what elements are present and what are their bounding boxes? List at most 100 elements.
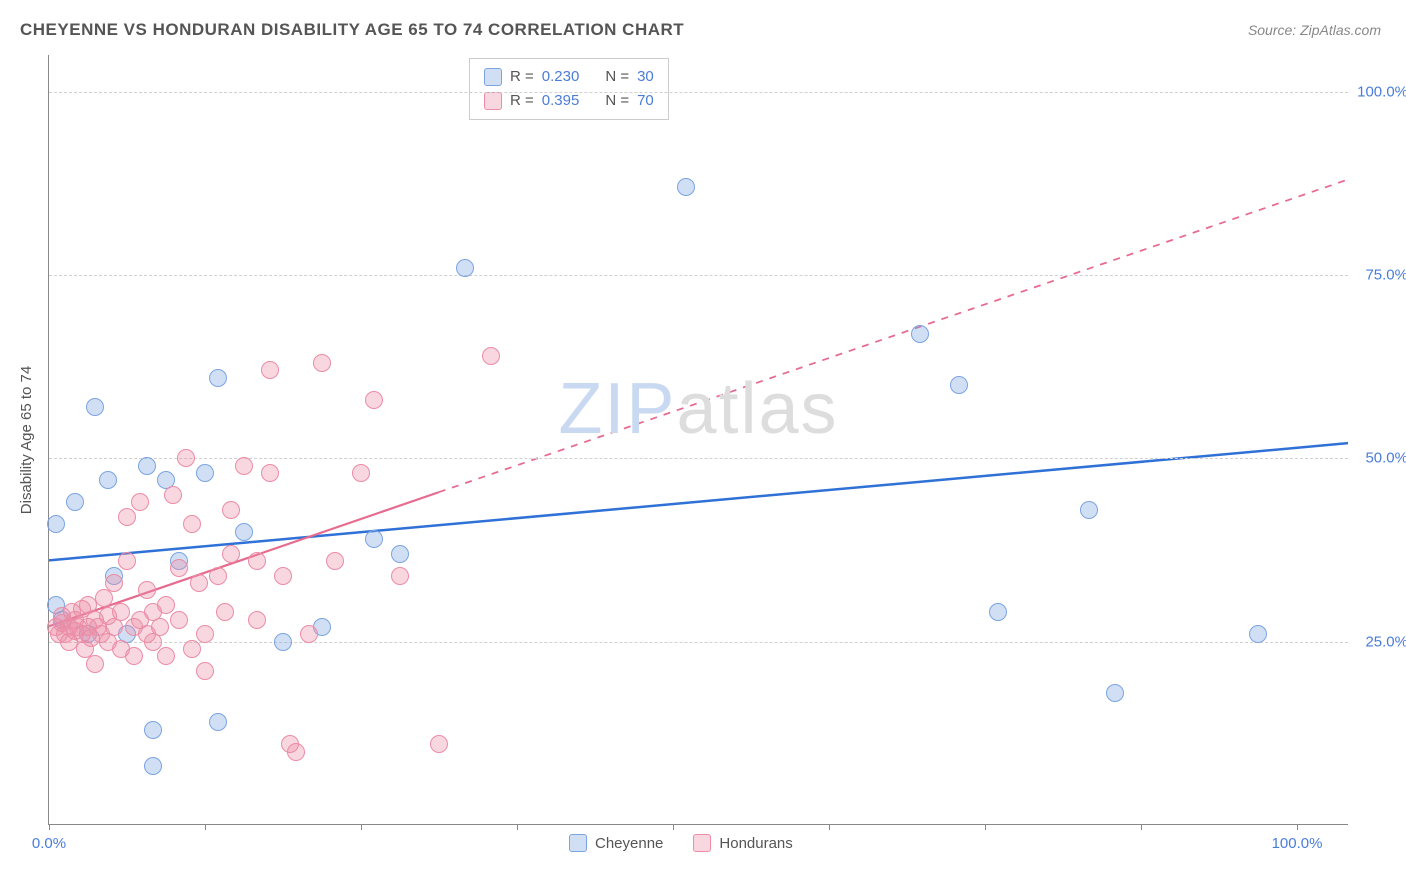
scatter-point <box>183 515 201 533</box>
source-attribution: Source: ZipAtlas.com <box>1248 22 1381 38</box>
scatter-point <box>66 493 84 511</box>
x-tick-mark <box>361 824 362 830</box>
scatter-point <box>125 647 143 665</box>
x-tick-label: 100.0% <box>1272 835 1323 852</box>
legend-item-series1: Cheyenne <box>569 834 663 852</box>
scatter-point <box>235 457 253 475</box>
scatter-point <box>222 501 240 519</box>
scatter-point <box>99 471 117 489</box>
r-label: R = <box>510 65 534 89</box>
swatch-series2 <box>484 92 502 110</box>
scatter-point <box>105 574 123 592</box>
x-tick-label: 0.0% <box>32 835 66 852</box>
y-tick-label: 25.0% <box>1365 633 1406 650</box>
scatter-point <box>138 457 156 475</box>
scatter-point <box>196 662 214 680</box>
x-tick-mark <box>829 824 830 830</box>
scatter-point <box>287 743 305 761</box>
y-axis-label: Disability Age 65 to 74 <box>18 366 35 514</box>
n-value-series1: 30 <box>637 65 654 89</box>
x-tick-mark <box>673 824 674 830</box>
swatch-series1 <box>484 68 502 86</box>
scatter-point <box>365 530 383 548</box>
scatter-point <box>300 625 318 643</box>
watermark-part2: atlas <box>676 369 838 449</box>
scatter-point <box>352 464 370 482</box>
y-tick-label: 100.0% <box>1357 83 1406 100</box>
scatter-point <box>131 493 149 511</box>
gridline <box>49 275 1348 276</box>
scatter-point <box>144 721 162 739</box>
chart-title: CHEYENNE VS HONDURAN DISABILITY AGE 65 T… <box>20 20 684 40</box>
scatter-point <box>235 523 253 541</box>
scatter-point <box>391 567 409 585</box>
scatter-point <box>118 552 136 570</box>
scatter-point <box>391 545 409 563</box>
scatter-point <box>482 347 500 365</box>
x-tick-mark <box>517 824 518 830</box>
scatter-point <box>157 647 175 665</box>
correlation-legend: R = 0.230 N = 30 R = 0.395 N = 70 <box>469 58 669 120</box>
scatter-point <box>183 640 201 658</box>
scatter-point <box>248 552 266 570</box>
scatter-point <box>274 633 292 651</box>
scatter-point <box>274 567 292 585</box>
scatter-point <box>950 376 968 394</box>
legend-item-series2: Hondurans <box>693 834 792 852</box>
legend-label-series1: Cheyenne <box>595 835 663 852</box>
scatter-point <box>151 618 169 636</box>
scatter-point <box>170 611 188 629</box>
swatch-series1 <box>569 834 587 852</box>
watermark-part1: ZIP <box>558 369 676 449</box>
source-prefix: Source: <box>1248 22 1300 38</box>
series-legend: Cheyenne Hondurans <box>569 834 793 852</box>
x-tick-mark <box>1297 824 1298 830</box>
scatter-point <box>190 574 208 592</box>
scatter-point <box>144 757 162 775</box>
scatter-point <box>261 464 279 482</box>
y-tick-label: 50.0% <box>1365 450 1406 467</box>
scatter-point <box>138 581 156 599</box>
scatter-point <box>112 603 130 621</box>
scatter-point <box>911 325 929 343</box>
legend-label-series2: Hondurans <box>719 835 792 852</box>
source-name: ZipAtlas.com <box>1300 22 1381 38</box>
n-label: N = <box>605 65 629 89</box>
scatter-point <box>209 369 227 387</box>
scatter-point <box>430 735 448 753</box>
x-tick-mark <box>205 824 206 830</box>
scatter-point <box>118 508 136 526</box>
scatter-point <box>1249 625 1267 643</box>
scatter-point <box>1080 501 1098 519</box>
y-tick-label: 75.0% <box>1365 267 1406 284</box>
scatter-point <box>326 552 344 570</box>
scatter-point <box>456 259 474 277</box>
scatter-point <box>989 603 1007 621</box>
r-value-series1: 0.230 <box>542 65 580 89</box>
x-tick-mark <box>985 824 986 830</box>
watermark: ZIPatlas <box>558 368 838 450</box>
scatter-point <box>196 464 214 482</box>
scatter-point <box>261 361 279 379</box>
scatter-point <box>177 449 195 467</box>
scatter-point <box>216 603 234 621</box>
scatter-point <box>209 713 227 731</box>
scatter-point <box>1106 684 1124 702</box>
scatter-point <box>313 354 331 372</box>
scatter-point <box>677 178 695 196</box>
scatter-point <box>170 559 188 577</box>
x-tick-mark <box>1141 824 1142 830</box>
gridline <box>49 92 1348 93</box>
trend-lines-svg <box>49 55 1348 824</box>
scatter-point <box>209 567 227 585</box>
scatter-point <box>196 625 214 643</box>
trend-line-dashed <box>439 180 1348 493</box>
scatter-point <box>248 611 266 629</box>
swatch-series2 <box>693 834 711 852</box>
scatter-point <box>86 655 104 673</box>
gridline <box>49 642 1348 643</box>
scatter-point <box>164 486 182 504</box>
scatter-point <box>157 596 175 614</box>
legend-row-series1: R = 0.230 N = 30 <box>484 65 654 89</box>
x-tick-mark <box>49 824 50 830</box>
